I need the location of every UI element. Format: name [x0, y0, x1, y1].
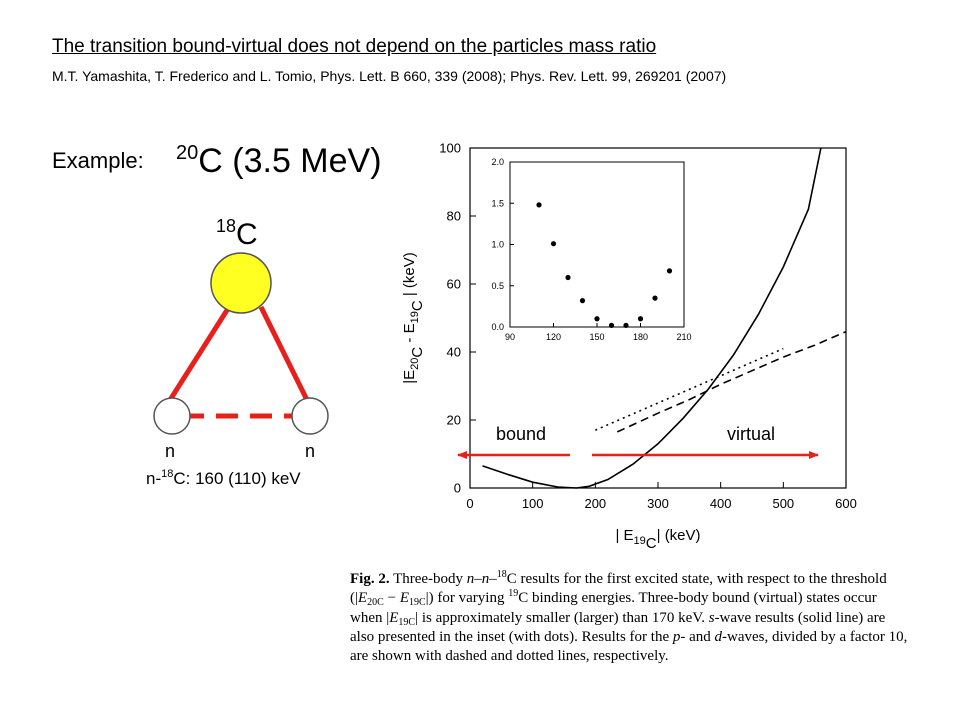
- inset-points: [536, 202, 673, 328]
- main-x-ticks: 0 100 200 300 400 500 600: [466, 482, 857, 511]
- inset-y-tick-label: 0.5: [491, 281, 504, 291]
- caption-text: -waves, divided by a factor 10, are show…: [350, 628, 908, 665]
- main-y-axis-label: |E20C - E19C | (keV): [401, 252, 426, 384]
- inset-plot: 90 120 150 180 210 0.0 0.5 1.0 1.5 2.0: [491, 157, 691, 342]
- citation: M.T. Yamashita, T. Frederico and L. Tomi…: [52, 68, 727, 84]
- core-label: 18C: [216, 216, 258, 252]
- main-y-tick-label: 20: [447, 413, 461, 428]
- main-x-tick-label: 100: [522, 496, 544, 511]
- main-y-ticks: 0 20 40 60 80 100: [439, 141, 476, 496]
- bound-label: bound: [496, 424, 546, 444]
- nucleus-symbol: C: [198, 142, 223, 180]
- main-y-tick-label: 60: [447, 277, 461, 292]
- inset-y-tick-label: 1.5: [491, 198, 504, 208]
- core-symbol: C: [236, 218, 258, 251]
- main-x-tick-label: 0: [466, 496, 473, 511]
- inset-point: [550, 241, 557, 247]
- main-x-tick-label: 500: [772, 496, 794, 511]
- main-y-tick-label: 0: [454, 481, 461, 496]
- caption-sup: 18: [496, 569, 507, 580]
- main-x-axis-label: | E19C| (keV): [615, 527, 700, 552]
- main-y-tick-label: 100: [439, 141, 461, 156]
- main-x-tick-label: 200: [584, 496, 606, 511]
- inset-x-tick-label: 120: [546, 332, 561, 342]
- main-x-tick-label: 600: [835, 496, 857, 511]
- caption-text: C binding energies. Three-body bound (vi…: [350, 590, 877, 626]
- example-label: Example:: [52, 148, 144, 173]
- nucleus-title: 20C (3.5 MeV): [176, 142, 382, 181]
- series-dotted: [594, 347, 784, 431]
- inset-x-ticks: 90 120 150 180 210: [505, 323, 692, 342]
- neutron-label-left: n: [165, 441, 176, 461]
- caption-text: Three-body: [389, 571, 467, 587]
- inset-x-tick-label: 180: [633, 332, 648, 342]
- inset-point: [652, 295, 658, 301]
- inset-x-tick-label: 210: [676, 332, 691, 342]
- nucleus-energy: (3.5 MeV): [232, 142, 382, 180]
- neutron-right: [291, 397, 329, 435]
- main-y-tick-label: 80: [447, 209, 461, 224]
- pair-energy-mass-number: 18: [161, 468, 174, 480]
- inset-point: [623, 322, 629, 328]
- inset-point: [536, 202, 542, 208]
- inset-y-tick-label: 0.0: [491, 322, 504, 332]
- pair-energy-prefix: n-: [146, 469, 162, 488]
- caption-text: |) for varying: [425, 590, 509, 607]
- inset-y-tick-label: 1.0: [491, 240, 504, 250]
- nucleus-mass-number: 20: [176, 142, 199, 164]
- caption-italic: s: [708, 609, 715, 626]
- caption-text: C results for the first excited state, w…: [350, 571, 887, 607]
- caption-italic: p: [672, 628, 681, 645]
- energy-chart: 0 100 200 300 400 500 600 0 20 40 60 80 100 | E19C|…: [401, 141, 857, 552]
- caption-text: | is approximately smaller (larger) than…: [415, 609, 709, 626]
- caption-italic: E: [389, 609, 399, 626]
- series-dashed: [616, 330, 847, 433]
- caption-sub: 19C: [408, 597, 426, 609]
- caption-text: −: [383, 590, 400, 607]
- main-y-tick-label: 40: [447, 345, 461, 360]
- caption-italic: n–n–: [466, 571, 497, 587]
- neutron-label-right: n: [305, 441, 316, 461]
- inset-point: [565, 274, 571, 281]
- neutron-left: [153, 397, 191, 435]
- caption-text: -wave results (solid line) are also pres…: [350, 609, 886, 645]
- caption-sub: 20C: [367, 597, 384, 609]
- caption-text: - and: [680, 628, 715, 645]
- inset-point: [594, 316, 600, 322]
- pair-energy-suffix: C: 160 (110) keV: [173, 469, 301, 488]
- main-x-tick-label: 400: [710, 496, 732, 511]
- inset-point: [579, 298, 586, 304]
- caption-italic: E: [358, 590, 368, 607]
- figure-caption: Fig. 2. Three-body n–n–18C results for t…: [350, 570, 910, 666]
- core-neutron-link-left: [167, 305, 232, 402]
- caption-sup: 19: [508, 588, 519, 600]
- virtual-label: virtual: [727, 424, 775, 444]
- slide-title: The transition bound-virtual does not de…: [52, 36, 657, 57]
- three-body-diagram: [153, 252, 329, 435]
- caption-fig-label: Fig. 2.: [350, 571, 390, 587]
- core-particle: [210, 252, 272, 314]
- caption-sub: 19C: [398, 616, 416, 628]
- caption-italic: E: [399, 590, 409, 607]
- inset-x-tick-label: 150: [589, 332, 604, 342]
- inset-point: [666, 268, 673, 274]
- pair-energy: n-18C: 160 (110) keV: [146, 468, 301, 489]
- inset-plot-frame: [509, 161, 685, 328]
- core-mass-number: 18: [216, 216, 237, 236]
- caption-italic: d: [714, 628, 723, 645]
- main-x-tick-label: 300: [647, 496, 669, 511]
- inset-point: [637, 316, 644, 322]
- inset-y-tick-label: 2.0: [491, 157, 504, 167]
- inset-y-ticks: 0.0 0.5 1.0 1.5 2.0: [491, 157, 514, 332]
- inset-x-tick-label: 90: [505, 332, 515, 342]
- core-neutron-link-right: [258, 305, 310, 402]
- inset-point: [608, 322, 615, 328]
